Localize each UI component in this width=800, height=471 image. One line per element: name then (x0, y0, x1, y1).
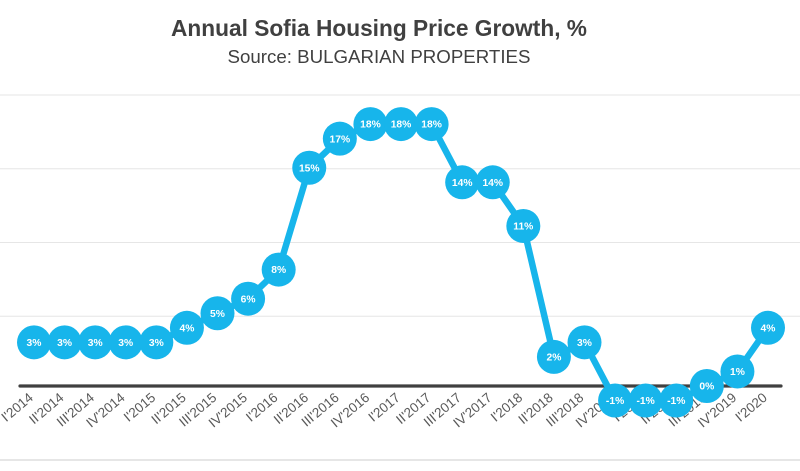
svg-text:4%: 4% (179, 323, 194, 334)
svg-text:14%: 14% (482, 178, 503, 189)
svg-text:3%: 3% (149, 338, 164, 349)
svg-text:8%: 8% (271, 265, 286, 276)
svg-text:-1%: -1% (637, 396, 655, 407)
svg-text:3%: 3% (57, 338, 72, 349)
svg-text:6%: 6% (241, 294, 256, 305)
svg-text:15%: 15% (299, 163, 320, 174)
svg-text:14%: 14% (452, 178, 473, 189)
svg-text:-1%: -1% (606, 396, 624, 407)
svg-text:18%: 18% (391, 120, 412, 131)
svg-text:3%: 3% (88, 338, 103, 349)
svg-text:11%: 11% (513, 222, 533, 233)
svg-text:5%: 5% (210, 309, 225, 320)
svg-text:3%: 3% (577, 338, 592, 349)
svg-text:3%: 3% (118, 338, 133, 349)
svg-text:18%: 18% (421, 120, 442, 131)
svg-text:I'2020: I'2020 (732, 390, 770, 425)
svg-text:0%: 0% (699, 382, 714, 393)
svg-text:18%: 18% (360, 120, 381, 131)
svg-text:17%: 17% (330, 134, 351, 145)
svg-text:-1%: -1% (667, 396, 685, 407)
svg-text:3%: 3% (27, 338, 42, 349)
svg-text:4%: 4% (761, 323, 776, 334)
svg-text:2%: 2% (546, 353, 561, 364)
svg-text:1%: 1% (730, 367, 745, 378)
